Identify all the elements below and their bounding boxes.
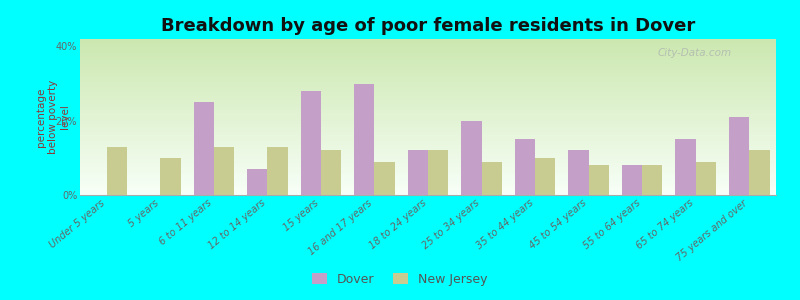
Bar — [106, 147, 127, 195]
Bar — [160, 158, 181, 195]
Bar — [482, 162, 502, 195]
Bar — [461, 121, 482, 195]
Bar — [696, 162, 716, 195]
Bar — [622, 165, 642, 195]
Bar — [321, 150, 342, 195]
Bar — [267, 147, 288, 195]
Bar — [729, 117, 750, 195]
Bar — [642, 165, 662, 195]
Bar — [514, 139, 535, 195]
Bar — [194, 102, 214, 195]
Bar — [535, 158, 555, 195]
Bar — [750, 150, 770, 195]
Bar — [374, 162, 395, 195]
Bar — [568, 150, 589, 195]
Bar — [675, 139, 696, 195]
Text: City-Data.com: City-Data.com — [658, 48, 732, 59]
Y-axis label: percentage
below poverty
level: percentage below poverty level — [36, 80, 70, 154]
Title: Breakdown by age of poor female residents in Dover: Breakdown by age of poor female resident… — [161, 17, 695, 35]
Bar — [589, 165, 609, 195]
Bar — [214, 147, 234, 195]
Bar — [354, 84, 374, 195]
Bar — [408, 150, 428, 195]
Bar — [428, 150, 448, 195]
Bar — [301, 91, 321, 195]
Legend: Dover, New Jersey: Dover, New Jersey — [307, 268, 493, 291]
Bar — [247, 169, 267, 195]
